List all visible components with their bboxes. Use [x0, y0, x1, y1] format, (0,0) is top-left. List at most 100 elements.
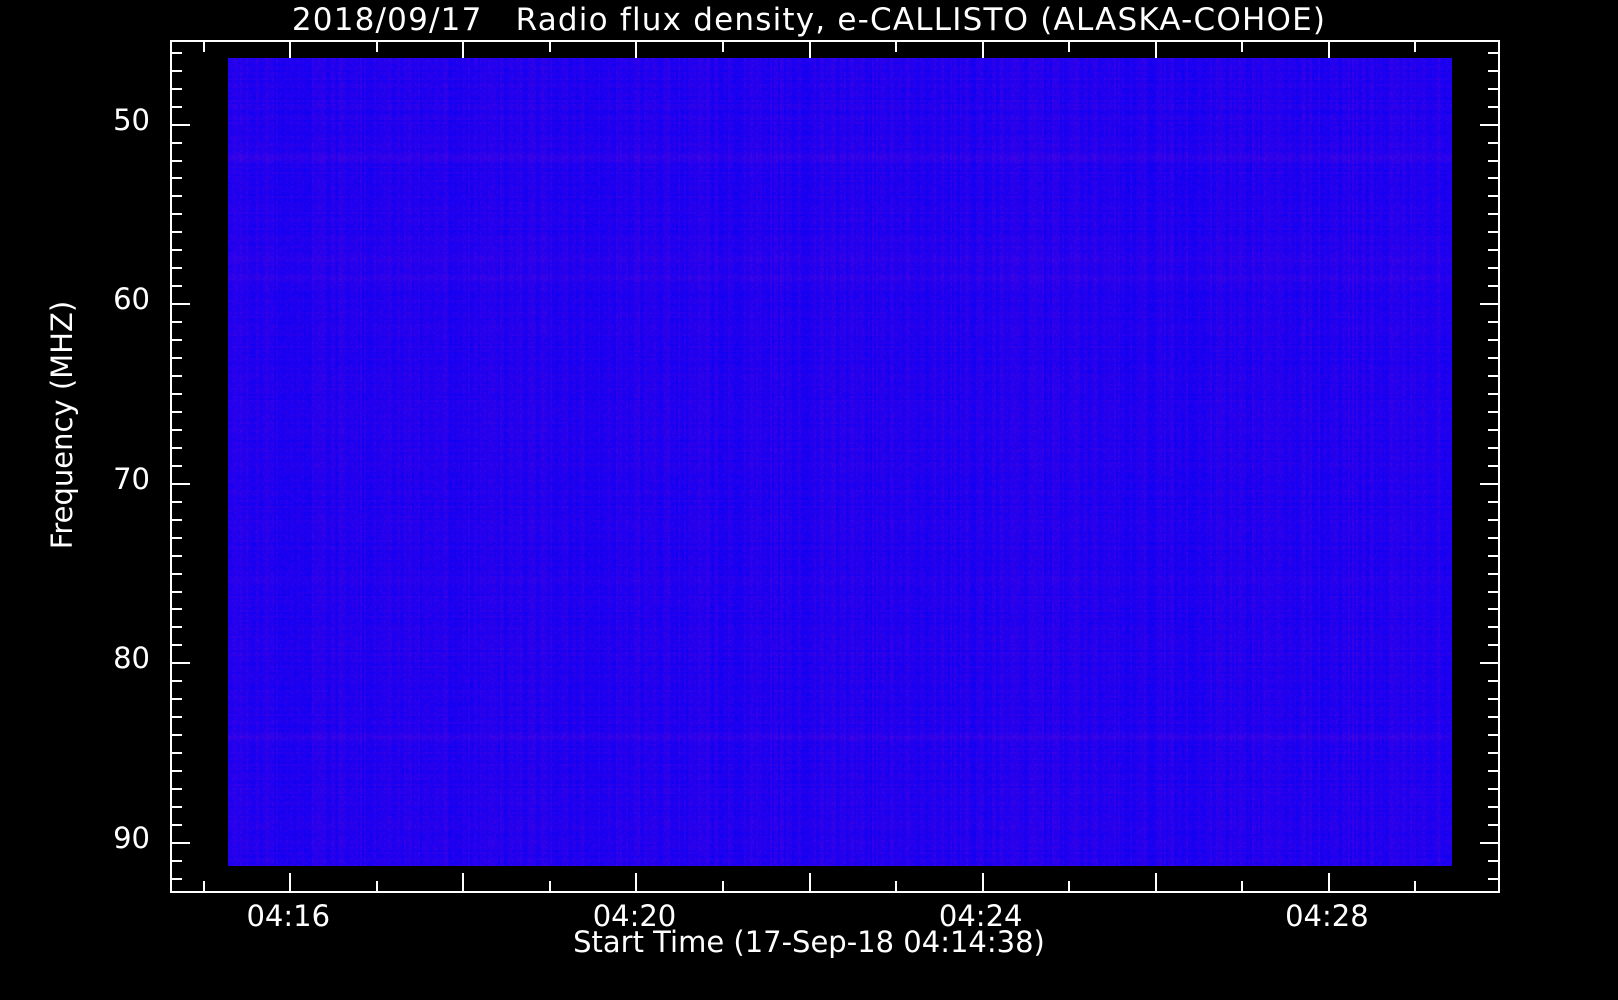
- x-axis-tick-label: 04:20: [592, 899, 677, 933]
- y-axis-minor-tick: [172, 87, 182, 90]
- y-axis-major-tick: [1480, 662, 1498, 665]
- x-axis-minor-tick: [1241, 881, 1244, 891]
- spectrogram-heatmap: [228, 58, 1452, 866]
- y-axis-minor-tick: [1488, 213, 1498, 216]
- x-axis-major-tick: [808, 873, 811, 891]
- x-axis-minor-tick: [548, 42, 551, 52]
- y-axis-minor-tick: [172, 608, 182, 611]
- y-axis-minor-tick: [172, 375, 182, 378]
- y-axis-title: Frequency (MHZ): [45, 300, 79, 550]
- y-axis-minor-tick: [1488, 249, 1498, 252]
- y-axis-minor-tick: [1488, 464, 1498, 467]
- y-axis-minor-tick: [172, 51, 182, 54]
- y-axis-minor-tick: [1488, 788, 1498, 791]
- y-axis-minor-tick: [172, 428, 182, 431]
- y-axis-minor-tick: [172, 339, 182, 342]
- x-axis-major-tick: [981, 42, 984, 60]
- x-axis-minor-tick: [375, 881, 378, 891]
- x-axis-major-tick: [1154, 42, 1157, 60]
- y-axis-major-tick: [1480, 303, 1498, 306]
- y-axis-minor-tick: [1488, 734, 1498, 737]
- y-axis-minor-tick: [1488, 770, 1498, 773]
- y-axis-minor-tick: [172, 213, 182, 216]
- y-axis-minor-tick: [1488, 590, 1498, 593]
- y-axis-minor-tick: [172, 734, 182, 737]
- y-axis-minor-tick: [1488, 51, 1498, 54]
- x-axis-minor-tick: [1068, 42, 1071, 52]
- y-axis-tick-label: 60: [113, 282, 150, 317]
- y-axis-minor-tick: [1488, 806, 1498, 808]
- y-axis-minor-tick: [1488, 428, 1498, 431]
- y-axis-minor-tick: [172, 770, 182, 773]
- y-axis-minor-tick: [1488, 859, 1498, 862]
- y-axis-minor-tick: [172, 410, 182, 413]
- y-axis-minor-tick: [1488, 177, 1498, 180]
- y-axis-minor-tick: [1488, 608, 1498, 611]
- y-axis-minor-tick: [1488, 267, 1498, 270]
- y-axis-minor-tick: [1488, 321, 1498, 324]
- y-axis-minor-tick: [172, 141, 182, 144]
- y-axis-minor-tick: [172, 644, 182, 647]
- y-axis-minor-tick: [172, 267, 182, 270]
- x-axis-minor-tick: [1068, 881, 1071, 891]
- y-axis-minor-tick: [172, 231, 182, 234]
- y-axis-minor-tick: [1488, 500, 1498, 503]
- y-axis-minor-tick: [1488, 87, 1498, 90]
- y-axis-minor-tick: [172, 680, 182, 683]
- y-axis-minor-tick: [172, 698, 182, 701]
- y-axis-minor-tick: [1488, 536, 1498, 539]
- x-axis-major-tick: [1327, 42, 1330, 60]
- y-axis-minor-tick: [1488, 518, 1498, 521]
- y-axis-minor-tick: [1488, 752, 1498, 755]
- y-axis-minor-tick: [1488, 231, 1498, 234]
- y-axis-minor-tick: [172, 446, 182, 449]
- x-axis-minor-tick: [722, 42, 725, 52]
- y-axis-minor-tick: [1488, 357, 1498, 360]
- y-axis-minor-tick: [172, 859, 182, 862]
- spectrogram-data-region: [228, 58, 1452, 866]
- y-axis-minor-tick: [1488, 626, 1498, 629]
- x-axis-minor-tick: [895, 881, 898, 891]
- x-axis-minor-tick: [202, 42, 205, 52]
- x-axis-tick-label: 04:16: [246, 899, 331, 933]
- y-axis-minor-tick: [1488, 698, 1498, 701]
- y-axis-minor-tick: [1488, 554, 1498, 557]
- y-axis-minor-tick: [1488, 69, 1498, 72]
- y-axis-tick-label: 80: [113, 641, 150, 676]
- y-axis-minor-tick: [172, 159, 182, 162]
- y-axis-minor-tick: [1488, 392, 1498, 395]
- y-axis-minor-tick: [1488, 877, 1498, 880]
- x-axis-major-tick: [462, 873, 465, 891]
- y-axis-minor-tick: [1488, 446, 1498, 449]
- y-axis-minor-tick: [1488, 572, 1498, 575]
- x-axis-major-tick: [981, 873, 984, 891]
- x-axis-major-tick: [289, 42, 292, 60]
- y-axis-minor-tick: [1488, 339, 1498, 342]
- y-axis-minor-tick: [172, 500, 182, 503]
- x-axis-tick-label: 04:28: [1285, 899, 1369, 933]
- y-axis-minor-tick: [172, 249, 182, 252]
- x-axis-major-tick: [808, 42, 811, 60]
- y-axis-minor-tick: [172, 464, 182, 467]
- y-axis-minor-tick: [172, 788, 182, 791]
- x-axis-minor-tick: [895, 42, 898, 52]
- x-axis-tick-label: 04:24: [938, 899, 1023, 933]
- page-title: 2018/09/17 Radio flux density, e-CALLIST…: [291, 2, 1327, 38]
- y-axis-major-tick: [1480, 841, 1498, 844]
- y-axis-minor-tick: [172, 554, 182, 557]
- y-axis-minor-tick: [172, 177, 182, 180]
- y-axis-minor-tick: [172, 823, 182, 826]
- y-axis-minor-tick: [172, 357, 182, 360]
- y-axis-minor-tick: [1488, 680, 1498, 683]
- x-axis-minor-tick: [1414, 881, 1417, 891]
- x-axis-major-tick: [635, 42, 638, 60]
- y-axis-minor-tick: [1488, 823, 1498, 826]
- y-axis-minor-tick: [1488, 716, 1498, 719]
- y-axis-major-tick: [1480, 482, 1498, 485]
- y-axis-major-tick: [1480, 123, 1498, 126]
- y-axis-minor-tick: [172, 716, 182, 719]
- y-axis-minor-tick: [172, 69, 182, 72]
- y-axis-minor-tick: [1488, 644, 1498, 647]
- x-axis-minor-tick: [722, 881, 725, 891]
